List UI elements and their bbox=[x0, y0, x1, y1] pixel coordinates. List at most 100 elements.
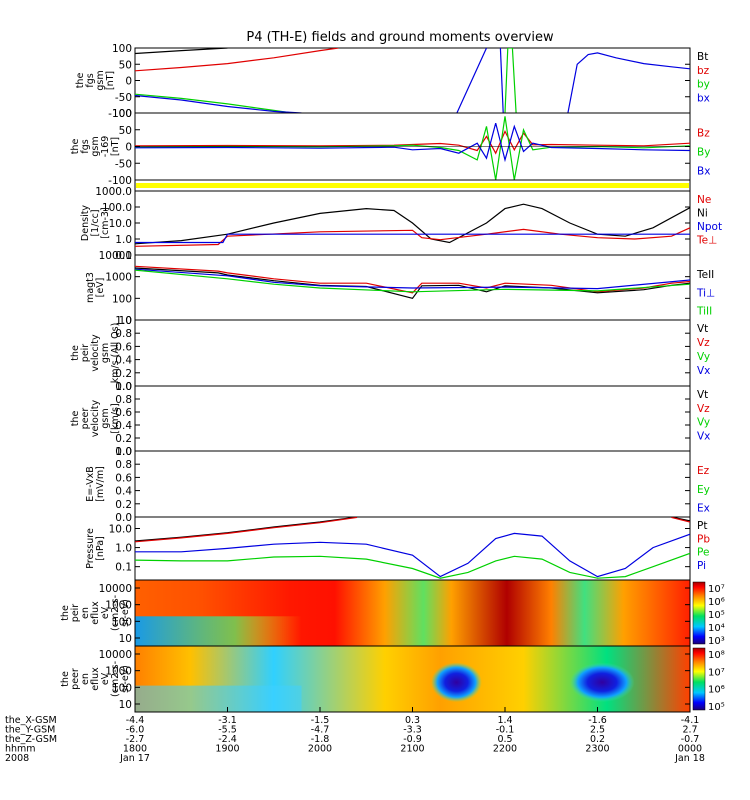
x-tick-label: -4.4 bbox=[126, 715, 145, 726]
y-tick-label: 1000 bbox=[105, 600, 132, 612]
panel-frame bbox=[134, 450, 691, 518]
y-tick-label: 50 bbox=[119, 59, 132, 71]
panel-frame bbox=[134, 47, 691, 114]
y-axis-label-line: [cm-3] bbox=[100, 207, 111, 238]
y-tick-label: 10 bbox=[119, 633, 132, 645]
colorbar-tick-label: 10³ bbox=[708, 636, 725, 647]
y-axis-label-line: sr-eV) bbox=[120, 665, 131, 693]
series-group bbox=[135, 517, 690, 579]
y-tick-label: 0.6 bbox=[115, 407, 132, 419]
panel-frame bbox=[134, 319, 691, 387]
series-TiII bbox=[135, 269, 690, 293]
y-axis-label-line: gsm bbox=[95, 70, 106, 90]
y-tick-label: 0.4 bbox=[115, 486, 132, 498]
y-tick-label: 10 bbox=[119, 699, 132, 711]
y-axis-label-line: en bbox=[80, 673, 91, 685]
x-tick-label: 1800 bbox=[123, 744, 147, 755]
y-tick-label: 10 bbox=[119, 315, 132, 327]
series-Ti⊥ bbox=[135, 268, 690, 290]
y-tick-label: 0 bbox=[125, 76, 132, 88]
y-tick-label: 0.8 bbox=[115, 328, 132, 340]
y-axis-label-line: gsm bbox=[100, 408, 111, 428]
y-tick-label: 0.1 bbox=[115, 562, 132, 574]
legend-Vt: Vt bbox=[697, 323, 708, 335]
series-Te⊥ bbox=[135, 265, 690, 294]
y-axis-label-line: the bbox=[70, 139, 81, 155]
y-tick-label: 1.0 bbox=[115, 315, 132, 327]
x-tick-label: -6.0 bbox=[126, 725, 145, 736]
legend-Ni: Ni bbox=[697, 208, 708, 220]
x-tick-label: 0.3 bbox=[405, 715, 420, 726]
y-tick-label: 100 bbox=[112, 108, 132, 120]
y-tick-label: 0.2 bbox=[115, 499, 132, 511]
series-Pi bbox=[135, 532, 690, 578]
panel-9: 10⁷ 10⁶ 10⁵ 10⁴ 10³ 10000 1000 100 10 the peir en ef… bbox=[60, 579, 725, 647]
y-tick-label: -100 bbox=[108, 175, 132, 187]
y-tick-label: 100.0 bbox=[102, 202, 132, 214]
spectrogram-low-energy bbox=[135, 685, 302, 712]
y-axis-label-line: [eV] bbox=[95, 278, 106, 298]
y-axis-label-line: [1/cc] bbox=[90, 209, 101, 236]
y-axis-label-line: [nPa] bbox=[95, 536, 106, 561]
x-tick-label: -5.5 bbox=[218, 725, 237, 736]
x-tick-label: 2100 bbox=[400, 744, 424, 755]
legend-Vz: Vz bbox=[697, 403, 710, 415]
panel-1: 100 50 0 -50 -100 the fgs gsm -169 [nT] Bz By Bx bbox=[70, 108, 710, 187]
y-tick-label: 0.6 bbox=[115, 341, 132, 353]
y-tick-label: 1000 bbox=[105, 272, 132, 284]
y-axis-label-line: eV bbox=[100, 606, 111, 619]
spectrogram-low-energy bbox=[135, 616, 690, 646]
y-axis-label-line: Pressure bbox=[85, 528, 96, 569]
series-bx bbox=[456, 48, 488, 113]
x-tick-label: -3.3 bbox=[403, 725, 422, 736]
y-axis-label-line: eV bbox=[100, 672, 111, 685]
x-tick-label: -2.7 bbox=[126, 734, 145, 745]
legend-Pi: Pi bbox=[697, 560, 706, 572]
y-tick-label: 0.8 bbox=[115, 459, 132, 471]
colorbar-tick-label: 10⁴ bbox=[708, 623, 725, 634]
series-by bbox=[504, 48, 517, 113]
x-tick-label: 2.5 bbox=[590, 725, 605, 736]
y-axis-label-line: en bbox=[80, 607, 91, 619]
y-tick-label: 0.6 bbox=[115, 472, 132, 484]
y-axis-label-line: the bbox=[70, 345, 81, 361]
chart-title: P4 (TH-E) fields and ground moments over… bbox=[246, 30, 554, 45]
y-tick-label: 0.1 bbox=[115, 250, 132, 262]
y-axis-label-line: E=-VxB bbox=[85, 466, 96, 501]
legend-Vy: Vy bbox=[697, 351, 710, 363]
y-tick-label: -50 bbox=[115, 92, 132, 104]
y-tick-label: 0.0 bbox=[115, 512, 132, 524]
x-tick-label: -0.9 bbox=[403, 734, 422, 745]
legend-By: By bbox=[697, 146, 710, 158]
legend-Bx: Bx bbox=[697, 165, 710, 177]
y-axis-label-line: sr-eV) bbox=[120, 599, 131, 627]
y-tick-label: 10.0 bbox=[109, 218, 132, 230]
x-tick-label: 2300 bbox=[585, 744, 609, 755]
x-tick-label: Jan 18 bbox=[674, 753, 705, 764]
y-tick-label: 1.0 bbox=[115, 446, 132, 458]
y-tick-label: 1.0 bbox=[115, 543, 132, 555]
panel-3: 1000.0 100.0 10.0 1.0 0.1 Density [1/cc] [cm-3]… bbox=[80, 186, 722, 262]
x-tick-label: -1.8 bbox=[311, 734, 330, 745]
series-Bz bbox=[135, 129, 690, 155]
y-tick-label: 0 bbox=[125, 142, 132, 154]
y-tick-label: 10000 bbox=[99, 649, 132, 661]
legend-Pt: Pt bbox=[697, 520, 707, 532]
legend-Pe: Pe bbox=[697, 547, 709, 559]
y-axis-label-line: [km/s] bbox=[110, 403, 121, 433]
legend-Bz: Bz bbox=[697, 127, 710, 139]
colorbar-tick-label: 10⁷ bbox=[708, 584, 725, 595]
x-tick-label: 2.7 bbox=[682, 725, 697, 736]
x-row-label: the_Y-GSM bbox=[5, 725, 55, 736]
y-tick-label: -100 bbox=[108, 108, 132, 120]
y-tick-label: 10000 bbox=[99, 250, 132, 262]
x-tick-label: -1.5 bbox=[311, 715, 330, 726]
legend-Te⊥: Te⊥ bbox=[696, 235, 717, 247]
panel-2 bbox=[134, 179, 691, 192]
legend-Vz: Vz bbox=[697, 337, 710, 349]
spectrogram-depletion bbox=[431, 662, 482, 703]
y-axis-label-line: peir bbox=[80, 344, 91, 363]
